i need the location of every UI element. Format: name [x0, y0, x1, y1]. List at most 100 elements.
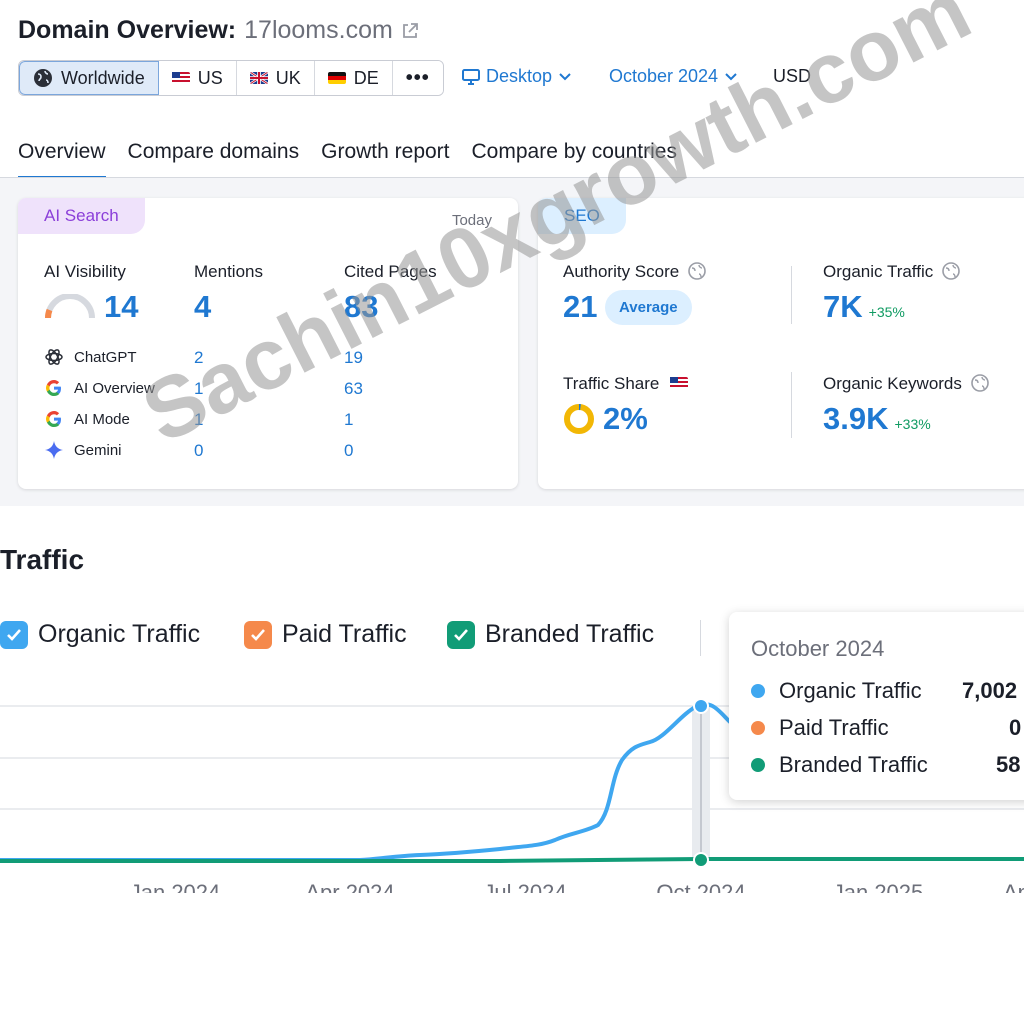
traffic-share-label: Traffic Share [563, 374, 689, 394]
branded-dot-icon [751, 758, 765, 772]
organic-point[interactable] [693, 698, 709, 714]
mentions-value[interactable]: 4 [194, 289, 212, 324]
organic-traffic-line [0, 702, 732, 862]
divider [791, 266, 792, 324]
branded-traffic-line [0, 857, 1024, 863]
tabs-divider [0, 177, 1024, 178]
organic-keywords-value[interactable]: 3.9K +33% [823, 401, 931, 437]
tab-compare-domains[interactable]: Compare domains [127, 140, 300, 163]
organic-keywords-number: 3.9K [823, 401, 889, 436]
region-worldwide-button[interactable]: Worldwide [19, 61, 159, 95]
organic-dot-icon [751, 684, 765, 698]
paid-dot-icon [751, 721, 765, 735]
globe-icon [970, 374, 989, 392]
tooltip-label: Organic Traffic [779, 678, 922, 703]
domain-link[interactable]: 17looms.com [244, 16, 393, 44]
source-cited[interactable]: 63 [344, 379, 363, 398]
ai-search-card: AI Search Today AI Visibility 14 Mention… [18, 198, 518, 489]
ai-search-pill: AI Search [18, 198, 145, 234]
organic-traffic-growth: +35% [868, 304, 905, 320]
legend-label: Paid Traffic [282, 620, 407, 648]
page-title-row: Domain Overview: 17looms.com [18, 16, 419, 45]
source-mentions[interactable]: 0 [194, 441, 204, 460]
tooltip-row-branded: Branded Traffic [751, 752, 928, 778]
seo-card: SEO Authority Score 21 Average Organic T… [538, 198, 1024, 489]
globe-icon [688, 262, 706, 280]
chatgpt-icon [45, 349, 63, 365]
us-flag-icon [670, 377, 689, 389]
period-label: October 2024 [609, 66, 719, 86]
source-name: AI Overview [74, 379, 155, 397]
organic-traffic-number: 7K [823, 289, 863, 324]
tooltip-label: Branded Traffic [779, 752, 928, 777]
chart-tooltip: October 2024 Organic Traffic 7,002 Paid … [729, 612, 1024, 800]
device-dropdown[interactable]: Desktop [462, 66, 572, 87]
organic-traffic-label: Organic Traffic [823, 262, 960, 282]
ai-visibility-value[interactable]: 14 [104, 289, 139, 324]
source-cited[interactable]: 1 [344, 410, 354, 429]
mentions-label: Mentions [194, 262, 263, 281]
legend-organic[interactable]: Organic Traffic [0, 620, 200, 649]
external-link-icon[interactable] [401, 22, 419, 40]
tooltip-row-paid: Paid Traffic [751, 715, 889, 741]
branded-point[interactable] [693, 852, 709, 868]
source-cited[interactable]: 19 [344, 348, 363, 367]
source-name: ChatGPT [74, 348, 137, 366]
region-label: US [197, 67, 223, 88]
checkbox-checked-icon[interactable] [0, 620, 28, 649]
organic-keywords-growth: +33% [894, 416, 931, 432]
globe-icon [942, 262, 960, 280]
organic-keywords-label-text: Organic Keywords [823, 374, 962, 393]
google-icon [46, 380, 61, 396]
source-chatgpt: ChatGPT [44, 347, 137, 367]
desktop-icon [462, 68, 480, 85]
seo-pill: SEO [538, 198, 626, 234]
gemini-icon [45, 441, 63, 459]
region-de-button[interactable]: DE [314, 61, 393, 95]
legend-paid[interactable]: Paid Traffic [244, 620, 407, 649]
legend-label: Branded Traffic [485, 620, 655, 648]
source-cited[interactable]: 0 [344, 441, 354, 460]
legend-label: Organic Traffic [38, 620, 201, 648]
tab-bar: Overview Compare domains Growth report C… [18, 140, 677, 180]
currency-label[interactable]: USD [773, 66, 812, 86]
traffic-share-label-text: Traffic Share [563, 374, 660, 393]
tab-compare-by-countries[interactable]: Compare by countries [471, 140, 677, 163]
period-dropdown[interactable]: October 2024 [609, 66, 738, 87]
page-title: Domain Overview: [18, 16, 237, 44]
tooltip-value: 58 [996, 752, 1021, 777]
more-icon: ••• [405, 66, 430, 89]
checkbox-checked-icon[interactable] [447, 620, 475, 649]
legend-branded[interactable]: Branded Traffic [447, 620, 654, 649]
tab-growth-report[interactable]: Growth report [321, 140, 450, 163]
tooltip-date: October 2024 [751, 636, 885, 661]
organic-traffic-label-text: Organic Traffic [823, 262, 934, 281]
chart-bottom-mask [0, 893, 1024, 1024]
chevron-down-icon [725, 72, 737, 80]
authority-score-value[interactable]: 21 [563, 289, 598, 324]
traffic-share-value[interactable]: 2% [603, 401, 648, 436]
traffic-share-donut [564, 404, 594, 434]
source-name: AI Mode [74, 410, 130, 428]
divider [791, 372, 792, 438]
organic-traffic-value[interactable]: 7K +35% [823, 289, 905, 325]
source-mentions[interactable]: 1 [194, 410, 204, 429]
region-us-button[interactable]: US [158, 61, 237, 95]
more-regions-button[interactable]: ••• [392, 61, 443, 95]
region-uk-button[interactable]: UK [236, 61, 315, 95]
traffic-section-title: Traffic [0, 544, 85, 575]
legend-divider [700, 620, 701, 656]
ai-visibility-gauge [44, 294, 95, 319]
region-label: UK [275, 67, 301, 88]
tooltip-value: 0 [1009, 715, 1022, 740]
cited-pages-value[interactable]: 83 [344, 289, 379, 324]
checkbox-checked-icon[interactable] [244, 620, 272, 649]
organic-keywords-label: Organic Keywords [823, 374, 989, 394]
authority-score-label: Authority Score [563, 262, 706, 282]
tab-overview[interactable]: Overview [18, 140, 106, 180]
cited-pages-label: Cited Pages [344, 262, 437, 281]
source-mentions[interactable]: 1 [194, 379, 204, 398]
chevron-down-icon [559, 72, 571, 80]
source-mentions[interactable]: 2 [194, 348, 204, 367]
ai-visibility-label: AI Visibility [44, 262, 126, 281]
